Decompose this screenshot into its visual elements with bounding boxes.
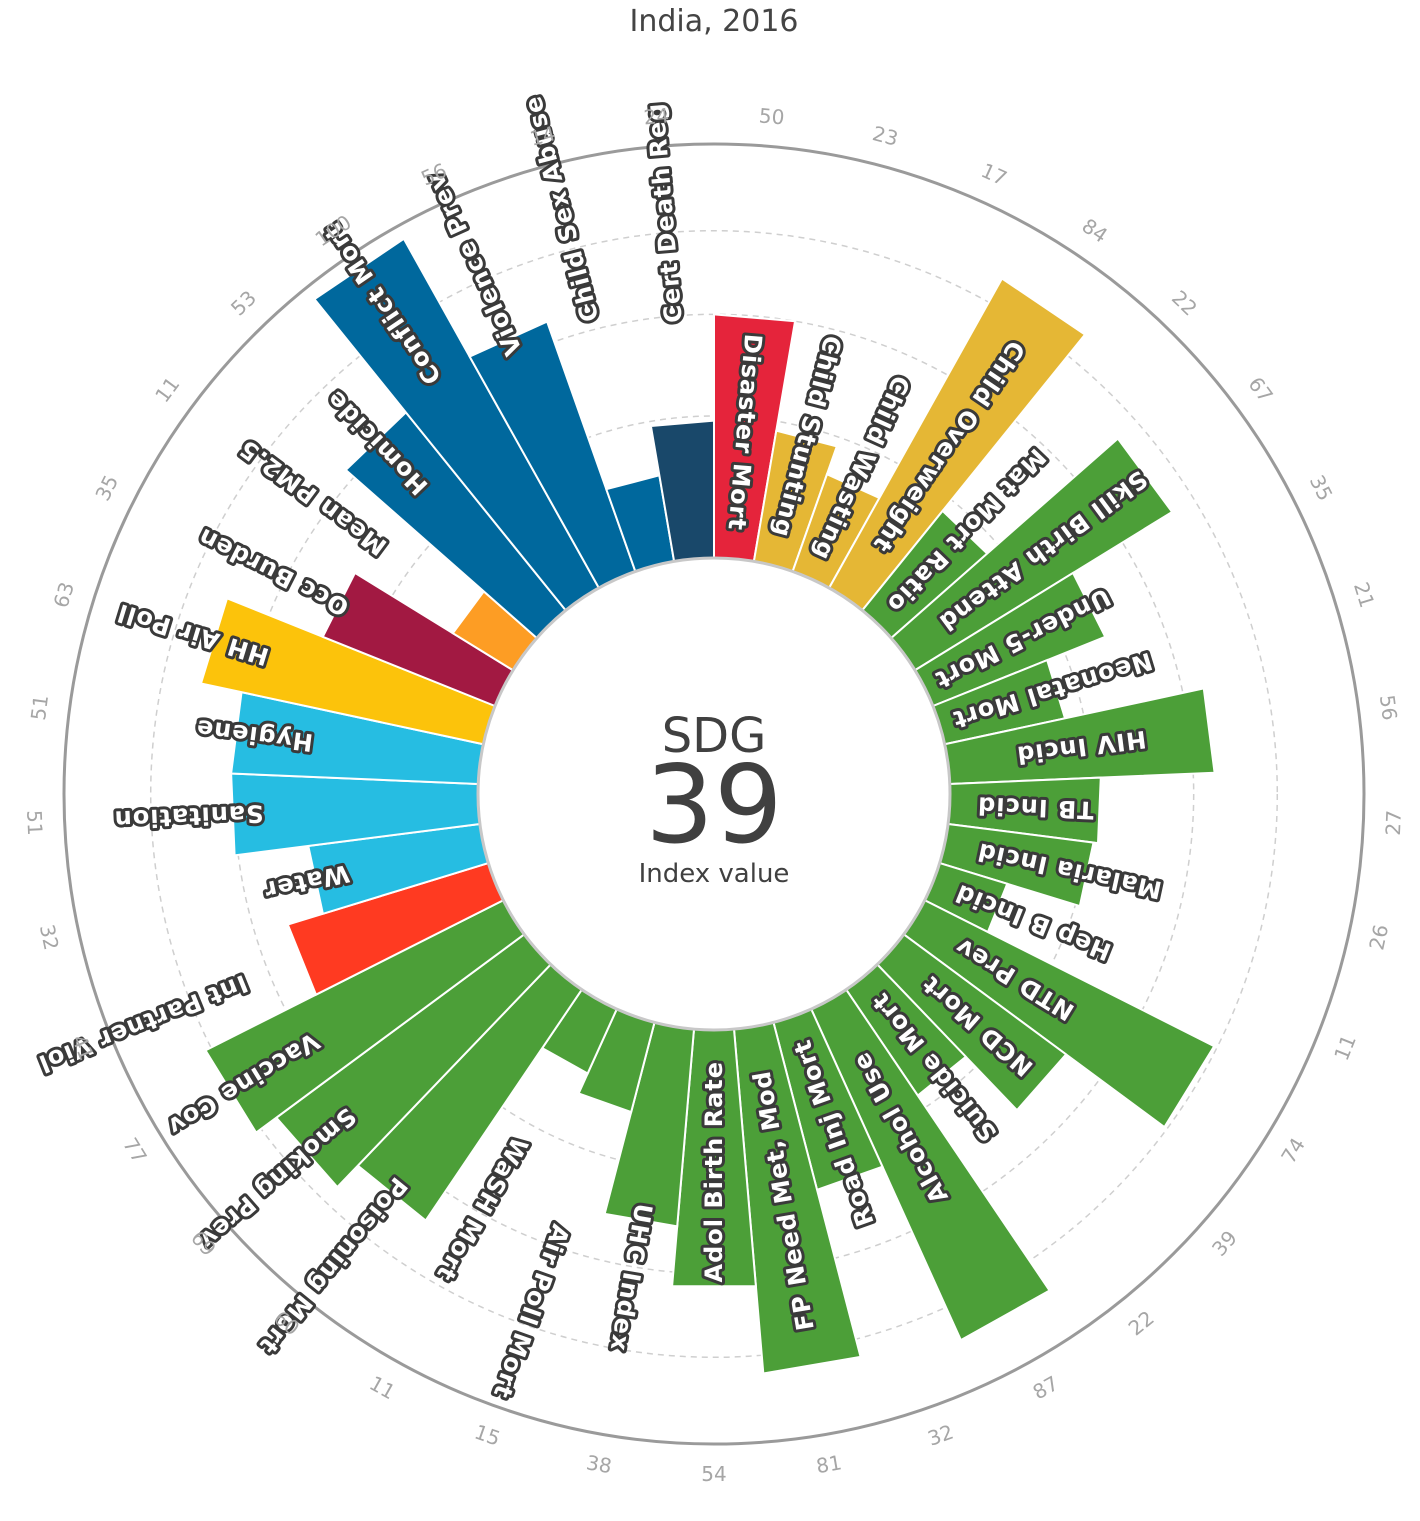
value-label: 35 xyxy=(1305,471,1338,505)
value-label: 23 xyxy=(870,121,901,151)
value-label: 51 xyxy=(22,810,47,836)
value-label: 38 xyxy=(585,1450,614,1478)
bar-label: UHC Index xyxy=(605,1202,658,1354)
bar-label: Occ Burden xyxy=(193,522,353,621)
value-label: 11 xyxy=(1329,1031,1361,1064)
bar-label: Adol Birth Rate xyxy=(700,1061,728,1283)
center-heading: SDG xyxy=(662,708,767,764)
value-label: 17 xyxy=(978,158,1011,190)
value-label: 67 xyxy=(1244,372,1278,407)
bar-label: Sanitation xyxy=(113,799,264,833)
value-label: 87 xyxy=(1029,1371,1063,1404)
value-label: 56 xyxy=(1375,693,1402,721)
value-label: 11 xyxy=(150,372,184,407)
value-label: 50 xyxy=(758,103,785,129)
value-label: 27 xyxy=(1381,810,1406,836)
value-label: 22 xyxy=(1167,286,1202,321)
value-label: 32 xyxy=(925,1420,957,1451)
grid-circle xyxy=(149,229,1279,1359)
center-disc xyxy=(476,556,952,1032)
value-label: 63 xyxy=(49,579,79,610)
value-label: 21 xyxy=(1349,579,1379,610)
bar-label: Air Poll Mort xyxy=(488,1221,575,1402)
value-label: 81 xyxy=(814,1450,843,1478)
value-label: 77 xyxy=(118,1133,152,1167)
bar-label: TB Incid xyxy=(976,791,1094,824)
value-label: 24 xyxy=(643,103,670,129)
value-label: 26 xyxy=(1364,922,1393,952)
value-label: 51 xyxy=(26,693,53,721)
value-label: 39 xyxy=(1207,1226,1242,1261)
value-label: 22 xyxy=(1124,1306,1159,1341)
value-label: 53 xyxy=(226,286,261,321)
center-caption: Index value xyxy=(639,859,790,889)
value-label: 15 xyxy=(471,1420,503,1451)
bar-label: Poisoning Mort xyxy=(254,1172,413,1360)
value-label: 84 xyxy=(1078,214,1113,248)
chart-title: India, 2016 xyxy=(629,4,799,39)
value-label: 35 xyxy=(90,471,123,505)
bar-label: Cert Death Reg xyxy=(641,101,688,323)
outer-ring xyxy=(62,142,1366,1446)
center-index-value: 39 xyxy=(645,743,782,868)
value-label: 11 xyxy=(365,1371,399,1404)
value-label: 54 xyxy=(701,1462,726,1486)
value-label: 32 xyxy=(35,922,64,952)
bars-layer xyxy=(199,237,1216,1375)
value-label: 74 xyxy=(1276,1133,1310,1167)
